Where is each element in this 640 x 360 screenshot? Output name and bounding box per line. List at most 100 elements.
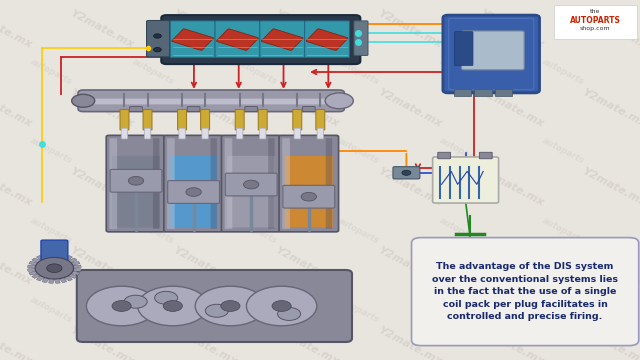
- FancyBboxPatch shape: [110, 170, 162, 192]
- FancyBboxPatch shape: [179, 128, 186, 139]
- Circle shape: [186, 188, 201, 196]
- Text: Y2mate.mx: Y2mate.mx: [0, 87, 33, 129]
- Text: Y2mate.mx: Y2mate.mx: [274, 325, 340, 360]
- Text: autoparts: autoparts: [131, 57, 176, 87]
- Text: Y2mate.mx: Y2mate.mx: [69, 246, 136, 287]
- FancyBboxPatch shape: [317, 128, 323, 139]
- FancyBboxPatch shape: [168, 181, 220, 203]
- Circle shape: [86, 286, 157, 326]
- Text: Y2mate.mx: Y2mate.mx: [69, 87, 136, 129]
- Circle shape: [112, 301, 131, 311]
- Text: autoparts: autoparts: [29, 136, 74, 166]
- FancyBboxPatch shape: [302, 107, 315, 112]
- FancyBboxPatch shape: [221, 135, 281, 232]
- FancyBboxPatch shape: [112, 156, 160, 228]
- Text: autoparts: autoparts: [541, 57, 586, 87]
- FancyBboxPatch shape: [495, 89, 512, 96]
- Text: Y2mate.mx: Y2mate.mx: [172, 87, 238, 129]
- Polygon shape: [54, 279, 60, 283]
- Circle shape: [128, 176, 144, 185]
- Text: Y2mate.mx: Y2mate.mx: [0, 246, 33, 287]
- Text: Y2mate.mx: Y2mate.mx: [69, 166, 136, 208]
- Circle shape: [124, 295, 147, 308]
- Polygon shape: [68, 274, 77, 278]
- Text: autoparts: autoparts: [336, 136, 381, 166]
- FancyBboxPatch shape: [143, 109, 152, 130]
- Circle shape: [205, 304, 228, 317]
- Text: Y2mate.mx: Y2mate.mx: [274, 87, 340, 129]
- FancyBboxPatch shape: [187, 107, 200, 112]
- Text: autoparts: autoparts: [336, 295, 381, 324]
- Polygon shape: [64, 256, 72, 261]
- FancyBboxPatch shape: [145, 128, 151, 139]
- FancyBboxPatch shape: [225, 138, 232, 229]
- FancyBboxPatch shape: [259, 109, 268, 130]
- Text: autoparts: autoparts: [438, 136, 483, 166]
- Text: autoparts: autoparts: [29, 295, 74, 324]
- FancyBboxPatch shape: [201, 109, 210, 130]
- Text: Y2mate.mx: Y2mate.mx: [376, 8, 443, 50]
- FancyBboxPatch shape: [294, 128, 301, 139]
- Text: Y2mate.mx: Y2mate.mx: [274, 8, 340, 50]
- FancyBboxPatch shape: [306, 29, 348, 50]
- Polygon shape: [71, 271, 80, 275]
- Text: Y2mate.mx: Y2mate.mx: [274, 166, 340, 208]
- Text: autoparts: autoparts: [234, 295, 278, 324]
- FancyBboxPatch shape: [244, 107, 257, 112]
- Text: The advantage of the DIS system
over the conventional systems lies
in the fact t: The advantage of the DIS system over the…: [432, 262, 618, 321]
- FancyBboxPatch shape: [433, 157, 499, 203]
- FancyBboxPatch shape: [260, 21, 305, 58]
- Circle shape: [278, 307, 301, 320]
- FancyBboxPatch shape: [177, 109, 187, 130]
- Circle shape: [72, 94, 95, 107]
- Polygon shape: [49, 279, 54, 283]
- Circle shape: [272, 301, 291, 311]
- Text: autoparts: autoparts: [234, 216, 278, 245]
- Circle shape: [243, 180, 259, 189]
- Text: autoparts: autoparts: [438, 216, 483, 245]
- FancyBboxPatch shape: [461, 31, 524, 70]
- Polygon shape: [32, 274, 41, 278]
- Text: Y2mate.mx: Y2mate.mx: [0, 325, 33, 360]
- Text: autoparts: autoparts: [541, 295, 586, 324]
- FancyBboxPatch shape: [283, 185, 335, 208]
- Polygon shape: [36, 276, 45, 281]
- FancyBboxPatch shape: [88, 99, 334, 104]
- Polygon shape: [42, 254, 49, 259]
- FancyBboxPatch shape: [268, 138, 275, 229]
- Text: Y2mate.mx: Y2mate.mx: [581, 166, 640, 208]
- Text: Y2mate.mx: Y2mate.mx: [376, 87, 443, 129]
- Circle shape: [301, 192, 317, 201]
- Circle shape: [35, 257, 74, 279]
- Text: Y2mate.mx: Y2mate.mx: [581, 87, 640, 129]
- FancyBboxPatch shape: [215, 21, 260, 58]
- FancyBboxPatch shape: [305, 21, 349, 58]
- Polygon shape: [29, 271, 38, 275]
- FancyBboxPatch shape: [211, 138, 217, 229]
- Text: autoparts: autoparts: [29, 57, 74, 87]
- FancyBboxPatch shape: [167, 138, 175, 229]
- FancyBboxPatch shape: [235, 109, 244, 130]
- Text: Y2mate.mx: Y2mate.mx: [172, 8, 238, 50]
- Circle shape: [163, 301, 182, 311]
- Circle shape: [195, 286, 266, 326]
- Text: Y2mate.mx: Y2mate.mx: [172, 325, 238, 360]
- Text: autoparts: autoparts: [234, 136, 278, 166]
- Text: autoparts: autoparts: [541, 216, 586, 245]
- FancyBboxPatch shape: [164, 135, 223, 232]
- FancyBboxPatch shape: [109, 138, 117, 229]
- FancyBboxPatch shape: [129, 107, 142, 112]
- FancyBboxPatch shape: [77, 270, 352, 342]
- Text: AUTOPARTS: AUTOPARTS: [570, 16, 621, 25]
- Text: the: the: [590, 9, 600, 14]
- Text: autoparts: autoparts: [131, 295, 176, 324]
- FancyBboxPatch shape: [261, 29, 303, 50]
- FancyBboxPatch shape: [354, 21, 368, 55]
- Text: Y2mate.mx: Y2mate.mx: [69, 8, 136, 50]
- Text: Y2mate.mx: Y2mate.mx: [581, 325, 640, 360]
- Polygon shape: [73, 265, 81, 268]
- Polygon shape: [73, 268, 81, 271]
- Circle shape: [154, 34, 161, 38]
- FancyBboxPatch shape: [225, 173, 277, 196]
- Text: Y2mate.mx: Y2mate.mx: [479, 166, 545, 208]
